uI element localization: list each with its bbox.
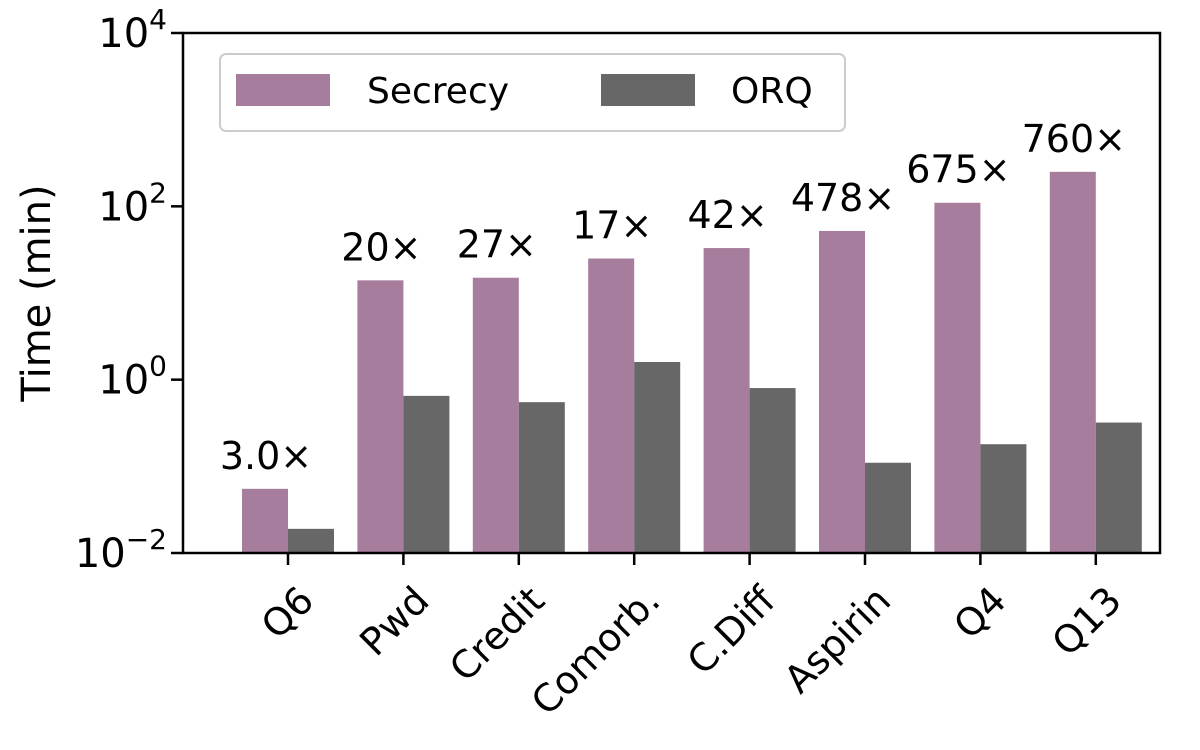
bar-secrecy-q13 <box>1049 171 1096 553</box>
y-tick-label: 104 <box>98 3 167 57</box>
y-tick-label: 100 <box>98 350 167 404</box>
bar-orq-credit <box>518 402 565 553</box>
x-tick-label-q4: Q4 <box>945 578 1014 647</box>
x-tick-label-comorb: Comorb. <box>523 578 669 724</box>
bar-secrecy-q4 <box>934 202 981 553</box>
x-tick-label-credit: Credit <box>441 578 553 690</box>
bar-secrecy-pwd <box>357 280 404 553</box>
legend-label-orq: ORQ <box>731 71 813 112</box>
x-tick-label-c-diff: C.Diff <box>679 577 785 683</box>
x-tick-label-q6: Q6 <box>253 578 322 647</box>
plot-frame <box>181 31 1162 555</box>
bar-secrecy-q6 <box>242 488 288 553</box>
x-tick-label-aspirin: Aspirin <box>776 578 900 702</box>
legend-frame <box>219 53 846 132</box>
y-axis: 10−2 100 102 104 <box>75 3 183 577</box>
speedup-label: 17× <box>572 204 652 248</box>
speedup-label: 675× <box>906 148 1010 192</box>
bar-orq-comorb <box>634 361 681 553</box>
legend-label-secrecy: Secrecy <box>367 71 509 112</box>
bar-orq-c-diff <box>749 388 796 553</box>
speedup-label: 760× <box>1022 117 1126 161</box>
bar-orq-q6 <box>288 528 334 553</box>
bar-secrecy-comorb <box>588 258 635 553</box>
y-axis-title: Time (min) <box>14 184 60 402</box>
bar-orq-pwd <box>403 395 450 553</box>
legend-swatch-orq <box>601 74 695 106</box>
bar-secrecy-c-diff <box>703 248 750 553</box>
speedup-label: 20× <box>341 225 421 269</box>
legend-swatch-secrecy <box>236 74 330 106</box>
speedup-annotations: 3.0× 20× 27× 17× 42× 478×675× 760× <box>220 117 1126 478</box>
bar-orq-q4 <box>980 444 1027 553</box>
bar-orq-q13 <box>1095 422 1142 553</box>
speedup-label: 3.0× <box>220 434 312 478</box>
legend: Secrecy ORQ <box>219 53 846 132</box>
y-tick-label: 10−2 <box>75 523 167 577</box>
bar-secrecy-aspirin <box>819 230 865 553</box>
speedup-label: 42× <box>687 193 767 237</box>
y-tick-label: 102 <box>98 176 167 230</box>
x-tick-label-pwd: Pwd <box>351 578 437 664</box>
x-tick-label-q13: Q13 <box>1044 578 1130 664</box>
speedup-label: 478× <box>791 176 895 220</box>
bars-layer <box>242 171 1142 553</box>
bar-secrecy-credit <box>472 277 519 553</box>
bar-orq-aspirin <box>865 462 911 553</box>
speedup-label: 27× <box>457 223 537 267</box>
